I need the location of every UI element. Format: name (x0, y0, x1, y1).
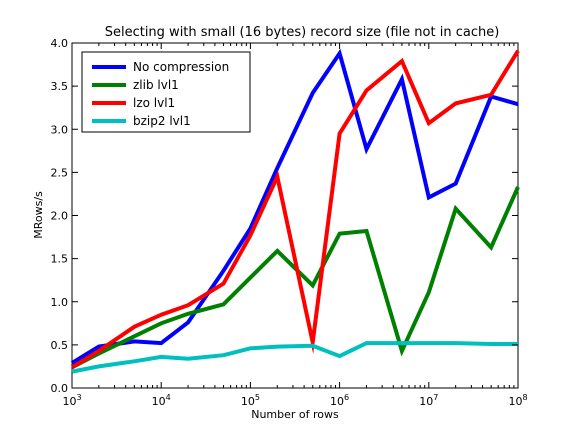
series-line-2 (70, 49, 520, 370)
legend-label-3: bzip2 lvl1 (133, 114, 191, 128)
series-line-3 (71, 341, 518, 374)
y-axis-label: MRows/s (32, 191, 45, 239)
series-lines (70, 48, 520, 374)
legend-label-2: lzo lvl1 (133, 96, 175, 110)
x-tick-label: 106 (330, 393, 349, 408)
x-axis: 103 104 105 106 107 108 (62, 43, 528, 408)
y-axis: 0.0 0.5 1.0 1.5 2.0 2.5 3.0 3.5 4.0 (51, 37, 518, 395)
y-tick-label: 4.0 (51, 37, 69, 50)
x-tick-label: 107 (419, 393, 438, 408)
x-tick-label: 108 (508, 393, 527, 408)
legend-label-1: zlib lvl1 (133, 78, 179, 92)
y-tick-label: 2.0 (51, 210, 69, 223)
x-tick-label: 105 (241, 393, 260, 408)
x-tick-label: 104 (152, 393, 171, 408)
chart-title: Selecting with small (16 bytes) record s… (105, 25, 500, 40)
y-tick-label: 1.0 (51, 296, 69, 309)
legend: No compression zlib lvl1 lzo lvl1 bzip2 lvl… (81, 51, 251, 133)
y-tick-label: 3.5 (51, 80, 69, 93)
y-tick-label: 3.0 (51, 123, 69, 136)
y-tick-label: 2.5 (51, 166, 69, 179)
x-axis-label: Number of rows (251, 408, 339, 421)
x-tick-label: 103 (62, 393, 81, 408)
y-tick-label: 0.0 (51, 382, 69, 395)
series-line-0 (70, 48, 519, 365)
y-tick-label: 1.5 (51, 253, 69, 266)
y-tick-label: 0.5 (51, 339, 69, 352)
legend-label-0: No compression (133, 60, 229, 74)
